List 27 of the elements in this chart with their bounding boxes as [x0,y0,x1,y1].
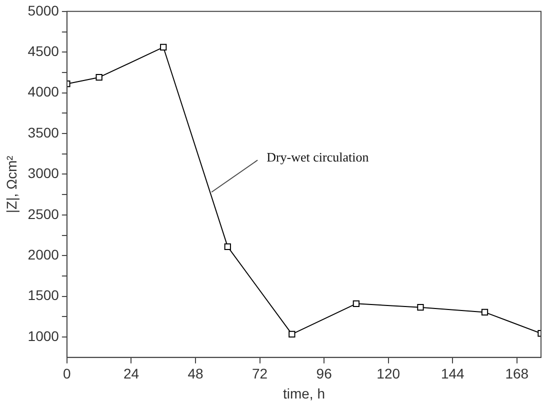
x-tick-label: 72 [252,366,268,382]
x-axis-title: time, h [282,385,325,402]
x-tick-label: 96 [316,366,332,382]
x-tick-label: 24 [123,366,140,382]
point [481,308,488,316]
point [417,304,424,311]
x-tick-label: 0 [63,366,72,382]
point [288,330,296,338]
annotation: Dry-wet circulation [266,150,370,165]
x-tick-label: 120 [376,366,400,382]
y-tick-label: 5000 [28,2,60,18]
y-tick-label: 3500 [28,124,60,140]
x-tick-label: 48 [188,366,204,382]
y-axis-title: |Z|, Ωcm² [3,155,20,214]
y-tick-label: 2000 [28,246,60,262]
y-tick-label: 4500 [28,42,60,59]
y-tick-label: 1000 [28,328,60,344]
x-tick-label: 144 [440,366,465,382]
y-tick-label: 1500 [28,287,60,304]
x-tick-label: 168 [505,366,529,382]
y-tick-label: 2500 [28,206,60,222]
point [160,44,167,51]
point [96,74,102,81]
y-tick-label: 4000 [28,84,60,100]
point [224,243,231,250]
point [352,300,360,307]
y-tick-label: 3000 [28,165,60,182]
